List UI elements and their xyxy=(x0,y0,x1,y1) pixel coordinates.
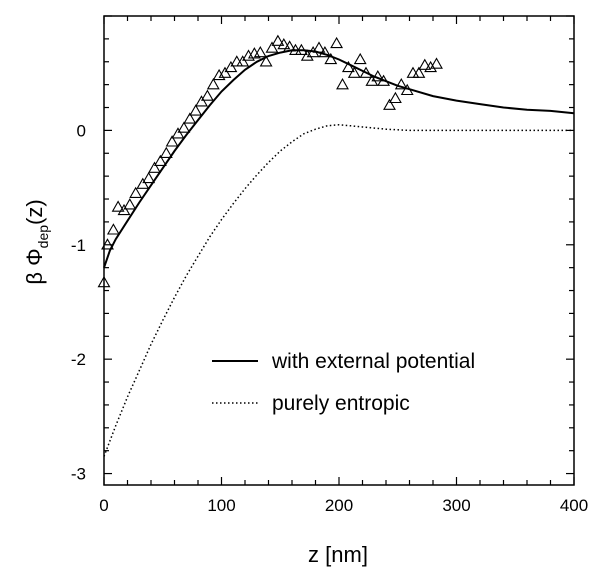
x-tick-label: 400 xyxy=(560,496,588,515)
x-tick-label: 100 xyxy=(207,496,235,515)
y-axis-title-suffix: (z) xyxy=(22,199,47,225)
data-point-triangle xyxy=(400,83,414,96)
data-point-triangle xyxy=(218,66,232,78)
tick-labels: 0 100 200 300 400 -3 -2 -1 0 xyxy=(71,121,588,515)
data-point-triangle xyxy=(189,104,203,116)
x-tick-label: 0 xyxy=(99,496,108,515)
y-axis-title: β Φdep(z) xyxy=(22,199,51,284)
data-point-triangle xyxy=(359,66,373,78)
data-point-triangle xyxy=(371,69,385,82)
data-point-triangle xyxy=(177,121,191,133)
y-axis-title-subscript: dep xyxy=(35,225,51,249)
data-point-triangle xyxy=(236,55,250,67)
data-point-triangle xyxy=(412,66,426,78)
data-point-triangle xyxy=(111,200,125,212)
data-point-triangle xyxy=(230,55,244,67)
data-point-triangle xyxy=(153,154,167,166)
data-point-triangle xyxy=(171,127,185,139)
data-point-triangle xyxy=(200,89,214,101)
data-point-triangle xyxy=(394,77,408,90)
legend: with external potential purely entropic xyxy=(212,350,475,415)
x-tick-label: 200 xyxy=(325,496,353,515)
data-point-triangle xyxy=(259,55,273,67)
data-point-triangle xyxy=(106,223,120,235)
data-point-triangle xyxy=(277,37,291,50)
data-point-triangle xyxy=(129,186,143,198)
data-point-triangle xyxy=(242,49,255,61)
axis-ticks xyxy=(103,15,575,485)
data-point-triangle xyxy=(271,34,285,46)
data-point-triangle xyxy=(265,41,279,53)
data-point-triangle xyxy=(148,161,161,173)
data-point-triangle xyxy=(330,36,344,49)
legend-label-purely-entropic: purely entropic xyxy=(272,392,410,415)
data-point-triangle xyxy=(418,58,432,70)
data-point-triangle xyxy=(294,43,308,55)
x-axis-title: z [nm] xyxy=(308,542,368,567)
y-tick-label: -2 xyxy=(71,350,86,369)
data-point-triangle xyxy=(383,98,396,110)
data-point-triangle xyxy=(318,45,332,58)
data-point-triangle xyxy=(312,41,326,53)
data-point-triangle xyxy=(341,60,355,73)
chart-marks xyxy=(97,34,575,457)
data-point-triangle xyxy=(388,91,402,104)
data-point-triangle xyxy=(195,95,208,107)
data-point-triangle xyxy=(212,68,226,81)
data-point-triangle xyxy=(406,66,420,78)
data-point-triangle xyxy=(183,112,197,124)
data-point-triangle xyxy=(336,77,349,90)
y-axis-title-prefix: β Φ xyxy=(22,248,47,284)
data-point-triangle xyxy=(123,198,137,210)
data-point-triangle xyxy=(117,203,131,216)
y-tick-label: -3 xyxy=(71,465,86,484)
data-point-triangle xyxy=(430,57,443,69)
purely-entropic-line xyxy=(103,123,574,457)
x-tick-label: 300 xyxy=(442,496,470,515)
data-point-triangle xyxy=(324,52,338,65)
y-tick-label: 0 xyxy=(77,121,86,140)
data-point-triangle xyxy=(424,60,438,73)
legend-label-external-potential: with external potential xyxy=(271,350,475,373)
y-tick-label: -1 xyxy=(71,236,86,255)
data-point-triangle xyxy=(353,52,367,65)
data-point-triangle xyxy=(377,74,391,86)
data-point-triangle xyxy=(283,40,297,52)
data-point-triangle xyxy=(347,66,361,78)
external-potential-line xyxy=(103,49,575,269)
data-point-triangle xyxy=(165,135,179,147)
data-point-triangle xyxy=(224,60,238,73)
data-point-triangle xyxy=(253,45,267,58)
data-point-triangle xyxy=(206,77,220,90)
data-point-triangle xyxy=(136,177,150,189)
data-point-triangle xyxy=(142,171,156,184)
data-point-triangle xyxy=(159,146,173,158)
data-point-triangle xyxy=(300,49,314,61)
